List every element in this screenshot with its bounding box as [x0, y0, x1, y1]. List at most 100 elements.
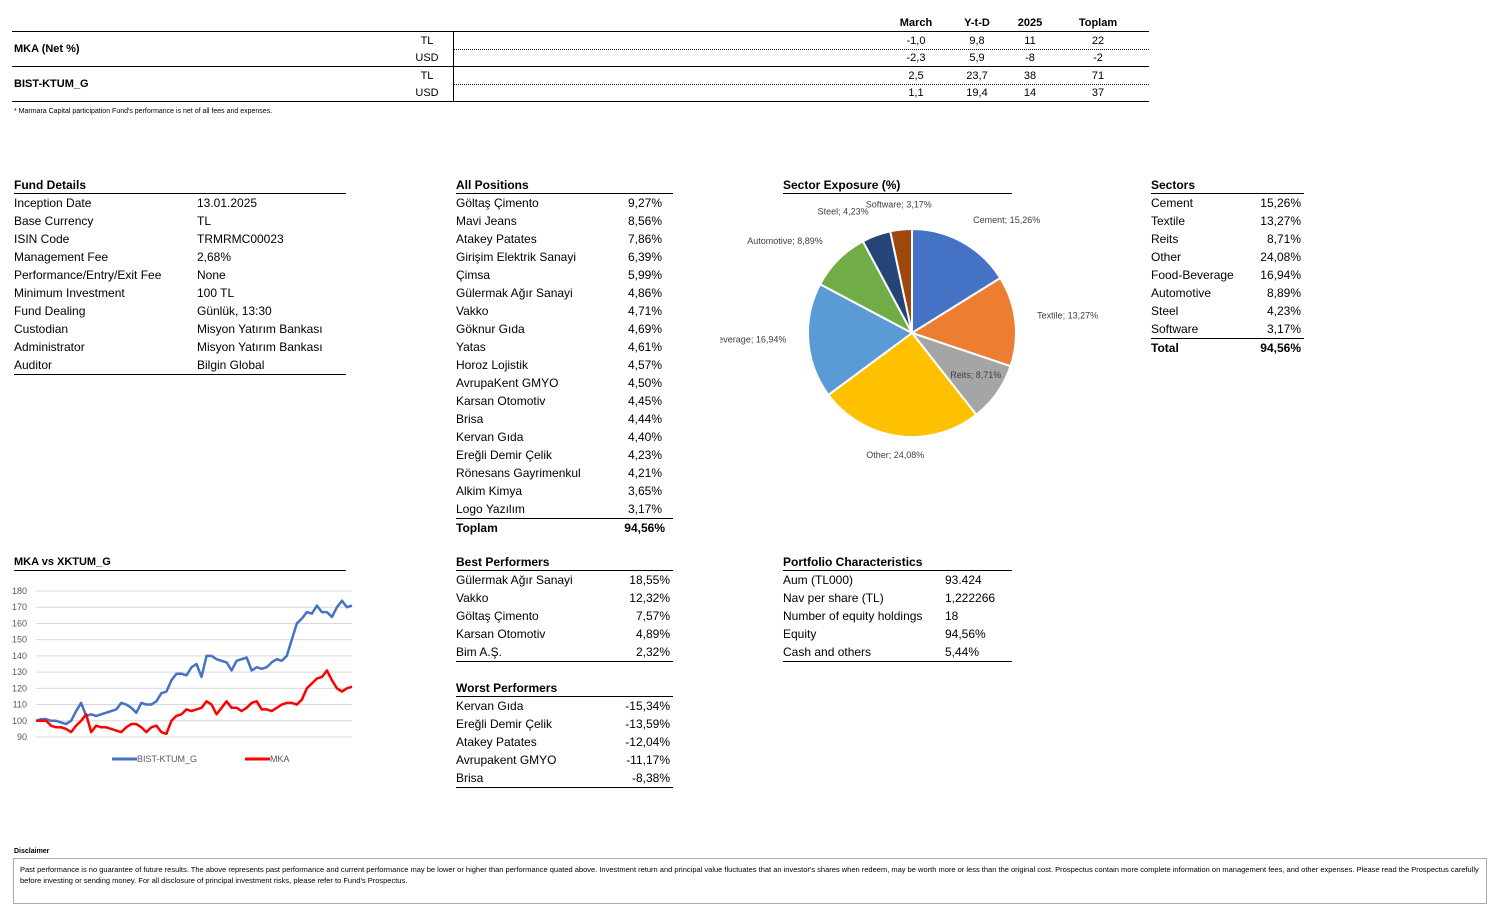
col-march: March — [899, 17, 933, 29]
table-row: Mavi Jeans 8,56% — [456, 212, 673, 230]
row-value: TRMRMC00023 — [197, 232, 284, 246]
all-positions-table: All Positions Göltaş Çimento 9,27% Mavi Je… — [456, 178, 673, 537]
performance-value: 22 — [1091, 35, 1105, 47]
y-tick-label: 100 — [12, 716, 27, 726]
table-row: Göltaş Çimento 9,27% — [456, 194, 673, 212]
pie-label: Automotive; 8,89% — [747, 236, 823, 246]
row-label: Textile — [1151, 214, 1186, 228]
table-row: Other 24,08% — [1151, 248, 1304, 266]
y-tick-label: 90 — [17, 732, 27, 742]
pie-slice-textile — [909, 276, 1017, 368]
total-label: Toplam — [456, 521, 498, 535]
sectors-table: Sectors Cement 15,26% Textile 13,27% Reits 8,… — [1151, 178, 1304, 357]
table-row: Textile 13,27% — [1151, 212, 1304, 230]
portfolio-title: Portfolio Characteristics — [783, 555, 1012, 571]
row-label: ISIN Code — [14, 232, 70, 246]
row-label: Rönesans Gayrimenkul — [456, 466, 581, 480]
pie-label: Software; 3,17% — [866, 200, 932, 210]
sector-exposure: Sector Exposure (%) — [783, 178, 1012, 194]
divider — [453, 67, 454, 102]
y-tick-label: 120 — [12, 683, 27, 693]
row-value: Günlük, 13:30 — [197, 304, 272, 318]
row-value: 4,23% — [627, 448, 662, 462]
row-label: Alkim Kimya — [456, 484, 523, 498]
dotted-divider — [454, 84, 1149, 85]
table-row: Brisa -8,38% — [456, 769, 673, 787]
table-row: Aum (TL000) 93.424 — [783, 571, 1012, 589]
pie-slice-software — [889, 227, 913, 334]
best-performers-table: Best Performers Gülermak Ağır Sanayi 18,5… — [456, 555, 673, 662]
col-ytd: Y-t-D — [964, 17, 990, 29]
row-value: 3,17% — [627, 502, 662, 516]
row-value: 94,56% — [945, 627, 986, 641]
row-value: -12,04% — [625, 735, 670, 749]
row-value: 4,45% — [627, 394, 662, 408]
row-label: Gülermak Ağır Sanayi — [456, 573, 573, 587]
performance-value: 14 — [1023, 87, 1037, 99]
row-label: Mavi Jeans — [456, 214, 517, 228]
line-chart-title: MKA vs XKTUM_G — [14, 555, 346, 571]
col-2025: 2025 — [1017, 17, 1043, 29]
positions-total: Toplam 94,56% — [456, 519, 673, 537]
row-value: 93.424 — [945, 573, 982, 587]
row-value: Misyon Yatırım Bankası — [197, 340, 323, 354]
currency-label: USD — [415, 87, 439, 99]
sectors-total: Total 94,56% — [1151, 339, 1304, 357]
row-value: 18 — [945, 609, 959, 623]
total-label: Total — [1151, 341, 1179, 355]
performance-value: -8 — [1025, 52, 1035, 64]
table-row: Fund Dealing Günlük, 13:30 — [14, 302, 346, 320]
pie-label: Steel; 4,23% — [818, 207, 869, 217]
performance-value: 9,8 — [969, 35, 985, 47]
row-value: -8,38% — [631, 771, 670, 785]
line-chart-header: MKA vs XKTUM_G — [14, 555, 346, 571]
row-label: Custodian — [14, 322, 69, 336]
table-row: Kervan Gıda -15,34% — [456, 697, 673, 715]
row-value: None — [197, 268, 226, 282]
row-value: 5,44% — [945, 645, 980, 659]
row-label: Göknur Gıda — [456, 322, 525, 336]
y-tick-label: 140 — [12, 651, 27, 661]
row-value: 1,222266 — [945, 591, 996, 605]
table-row: Equity 94,56% — [783, 625, 1012, 643]
row-label: Reits — [1151, 232, 1179, 246]
performance-value: 37 — [1091, 87, 1105, 99]
currency-label: TL — [420, 35, 434, 47]
row-label: Vakko — [456, 304, 489, 318]
table-row: Minimum Investment 100 TL — [14, 284, 346, 302]
row-label: Atakey Patates — [456, 735, 537, 749]
row-label: Food-Beverage — [1151, 268, 1234, 282]
worst-performers-title: Worst Performers — [456, 681, 673, 697]
y-tick-label: 180 — [12, 586, 27, 596]
performance-value: 5,9 — [969, 52, 985, 64]
row-label: Aum (TL000) — [783, 573, 854, 587]
row-label: Yatas — [456, 340, 486, 354]
row-value: 15,26% — [1260, 196, 1301, 210]
table-row: Automotive 8,89% — [1151, 284, 1304, 302]
row-label: Inception Date — [14, 196, 92, 210]
table-row: Göknur Gıda 4,69% — [456, 320, 673, 338]
divider — [12, 101, 1149, 102]
performance-value: 11 — [1024, 35, 1036, 47]
table-row: Horoz Lojistik 4,57% — [456, 356, 673, 374]
row-label: Atakey Patates — [456, 232, 537, 246]
y-tick-label: 160 — [12, 618, 27, 628]
row-label: Göltaş Çimento — [456, 196, 539, 210]
group-name: BIST-KTUM_G — [14, 78, 89, 90]
row-value: 4,21% — [627, 466, 662, 480]
row-value: 16,94% — [1260, 268, 1301, 282]
row-value: 6,39% — [627, 250, 662, 264]
row-label: Performance/Entry/Exit Fee — [14, 268, 162, 282]
table-row: Atakey Patates 7,86% — [456, 230, 673, 248]
y-tick-label: 150 — [12, 635, 27, 645]
row-label: Göltaş Çimento — [456, 609, 539, 623]
row-value: TL — [197, 214, 212, 228]
sector-pie-chart: Cement; 15,26% Textile; 13,27% Reits; 8,71… — [720, 200, 1098, 460]
row-label: Ereğli Demir Çelik — [456, 448, 553, 462]
fund-details-table: Fund Details Inception Date 13.01.2025 Bas… — [14, 178, 346, 375]
table-row: Ereğli Demir Çelik -13,59% — [456, 715, 673, 733]
pie-label: Food-Beverage; 16,94% — [720, 334, 786, 344]
table-row: Yatas 4,61% — [456, 338, 673, 356]
row-value: 24,08% — [1260, 250, 1301, 264]
performance-value: -1,0 — [906, 35, 926, 47]
